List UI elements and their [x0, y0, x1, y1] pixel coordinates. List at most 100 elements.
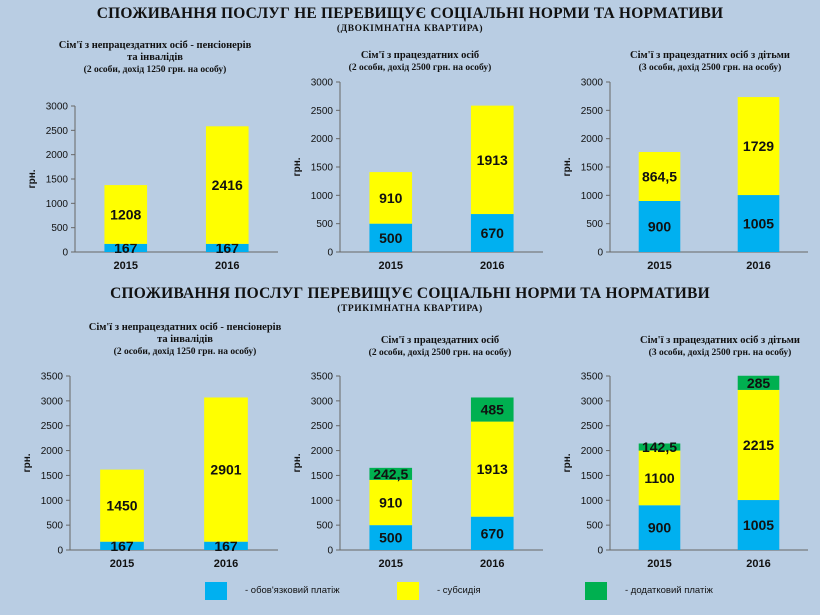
- section-2-subtitle: (ТРИКІМНАТНА КВАРТИРА): [337, 304, 483, 314]
- data-label-subsidy: 2901: [210, 462, 241, 478]
- legend-additional-label: - додатковий платіж: [625, 585, 713, 596]
- x-tick-label: 2015: [647, 558, 671, 570]
- data-label-mandatory: 1005: [743, 517, 774, 533]
- data-label-mandatory: 670: [481, 525, 505, 541]
- bar-subsidy: [737, 389, 780, 501]
- legend-mandatory-label: - обов'язковий платіж: [245, 585, 340, 596]
- chart-1-svg: 0 500 1000 1500 2000 2500 3000 грн. 167 1208 2015 1…: [27, 102, 278, 272]
- y-tick-label: 0: [62, 248, 68, 259]
- bar-subsidy: [100, 469, 144, 542]
- y-tick-label: 500: [46, 521, 63, 532]
- chart-1-title-line1: Сім'ї з непрацездатних осіб - пенсіонері…: [58, 40, 252, 51]
- legend-subsidy-swatch: [397, 582, 419, 600]
- bar-subsidy: [104, 185, 148, 244]
- chart-2-title-line1: Сім'ї з працездатних осіб: [360, 50, 480, 61]
- y-tick-label: 1000: [581, 496, 604, 507]
- y-tick-label: 0: [327, 546, 333, 557]
- chart-2-svg: 0 500 1000 1500 2000 2500 3000 грн. 500 910 2015 67…: [292, 78, 543, 272]
- y-tick-label: 1500: [46, 175, 69, 186]
- y-axis-label: грн.: [27, 169, 38, 188]
- bar-subsidy: [369, 479, 413, 526]
- data-label-mandatory: 167: [216, 240, 240, 256]
- data-label-subsidy: 864,5: [642, 169, 677, 185]
- chart-4: 0 500 1000 1500 2000 2500 3000 3500 грн. 167 1450 2…: [15, 366, 290, 578]
- chart-1-title-line3: (2 особи, дохід 1250 грн. на особу): [83, 65, 227, 75]
- data-label-subsidy: 1729: [743, 138, 774, 154]
- chart-1: 0 500 1000 1500 2000 2500 3000 грн. 167 1208 2015 1…: [20, 96, 290, 280]
- y-tick-label: 2500: [581, 106, 604, 117]
- y-tick-label: 1000: [311, 191, 334, 202]
- chart-2-title-line2: (2 особи, дохід 2500 грн. на особу): [348, 63, 492, 73]
- bar-mandatory: [100, 541, 144, 550]
- y-axis-label: грн.: [562, 157, 573, 176]
- legend-mandatory-swatch: [205, 582, 227, 600]
- y-tick-label: 2000: [311, 134, 334, 145]
- chart-3-title-line2: (3 особи, дохід 2500 грн. на особу): [638, 63, 782, 73]
- y-tick-label: 1000: [46, 199, 69, 210]
- y-tick-label: 500: [51, 223, 68, 234]
- chart-1-title: Сім'ї з непрацездатних осіб - пенсіонері…: [30, 40, 280, 76]
- y-axis-label: грн.: [292, 453, 303, 472]
- section-1-title: СПОЖИВАННЯ ПОСЛУГ НЕ ПЕРЕВИЩУЄ СОЦІАЛЬНІ…: [96, 5, 724, 22]
- y-tick-label: 0: [597, 248, 603, 259]
- y-tick-label: 0: [597, 546, 603, 557]
- x-tick-label: 2015: [379, 260, 403, 272]
- bar-subsidy: [737, 97, 780, 196]
- chart-3-svg: 0 500 1000 1500 2000 2500 3000 грн. 900 864,5 2015…: [562, 78, 808, 272]
- chart-1-title-line2: та інвалідів: [127, 52, 183, 63]
- chart-5-svg: 0 500 1000 1500 2000 2500 3000 3500 грн. 500 910 24…: [292, 372, 543, 570]
- data-label-subsidy: 1913: [477, 461, 508, 477]
- data-label-subsidy: 910: [379, 495, 403, 511]
- x-tick-label: 2015: [379, 558, 403, 570]
- y-tick-label: 2000: [41, 446, 64, 457]
- bar-mandatory: [737, 500, 780, 550]
- data-label-subsidy: 1208: [110, 206, 141, 222]
- chart-3-title-line1: Сім'ї з працездатних осіб з дітьми: [630, 50, 790, 61]
- x-tick-label: 2016: [214, 558, 238, 570]
- y-tick-label: 2000: [311, 446, 334, 457]
- y-tick-label: 3000: [581, 78, 604, 89]
- bar-additional: [470, 397, 514, 422]
- chart-4-title-line1: Сім'ї з непрацездатних осіб - пенсіонері…: [88, 322, 282, 333]
- y-tick-label: 3500: [581, 372, 604, 383]
- data-label-mandatory: 900: [648, 520, 672, 536]
- data-label-subsidy: 1913: [477, 152, 508, 168]
- y-tick-label: 500: [316, 219, 333, 230]
- chart-6-title: Сім'ї з працездатних осіб з дітьми (3 ос…: [620, 335, 820, 359]
- y-tick-label: 2500: [311, 106, 334, 117]
- bar-mandatory: [737, 195, 780, 252]
- y-tick-label: 500: [586, 219, 603, 230]
- y-axis-label: грн.: [562, 453, 573, 472]
- y-tick-label: 500: [316, 521, 333, 532]
- section-2-title: СПОЖИВАННЯ ПОСЛУГ ПЕРЕВИЩУЄ СОЦІАЛЬНІ НО…: [110, 285, 710, 302]
- y-tick-label: 3000: [41, 396, 64, 407]
- y-tick-label: 1500: [311, 163, 334, 174]
- bar-subsidy: [638, 152, 681, 201]
- chart-6-svg: 0 500 1000 1500 2000 2500 3000 3500 грн. 900 1100 1…: [562, 372, 808, 570]
- bar-mandatory: [204, 541, 248, 550]
- chart-2: 0 500 1000 1500 2000 2500 3000 грн. 500 910 2015 67…: [285, 72, 555, 280]
- y-axis-label: грн.: [292, 157, 303, 176]
- x-tick-label: 2016: [746, 558, 770, 570]
- data-label-subsidy: 1450: [106, 498, 137, 514]
- y-tick-label: 2000: [46, 150, 69, 161]
- chart-4-title: Сім'ї з непрацездатних осіб - пенсіонері…: [60, 322, 310, 358]
- bar-subsidy: [470, 421, 514, 517]
- chart-3: 0 500 1000 1500 2000 2500 3000 грн. 900 864,5 2015…: [555, 72, 820, 280]
- bar-additional: [737, 375, 780, 390]
- section-1-subtitle: (ДВОКІМНАТНА КВАРТИРА): [336, 24, 484, 34]
- y-tick-label: 2000: [581, 134, 604, 145]
- y-tick-label: 3000: [581, 396, 604, 407]
- data-label-mandatory: 167: [110, 538, 134, 554]
- data-label-subsidy: 2215: [743, 437, 774, 453]
- bar-subsidy: [638, 450, 681, 506]
- y-tick-label: 1500: [311, 471, 334, 482]
- chart-5-title: Сім'ї з працездатних осіб (2 особи, дохі…: [340, 335, 540, 359]
- bar-additional: [369, 467, 413, 480]
- bar-subsidy: [205, 126, 249, 244]
- bar-mandatory: [205, 243, 249, 252]
- y-axis-label: грн.: [22, 453, 33, 472]
- y-tick-label: 1000: [581, 191, 604, 202]
- y-tick-label: 0: [327, 248, 333, 259]
- chart-4-title-line2: та інвалідів: [157, 334, 213, 345]
